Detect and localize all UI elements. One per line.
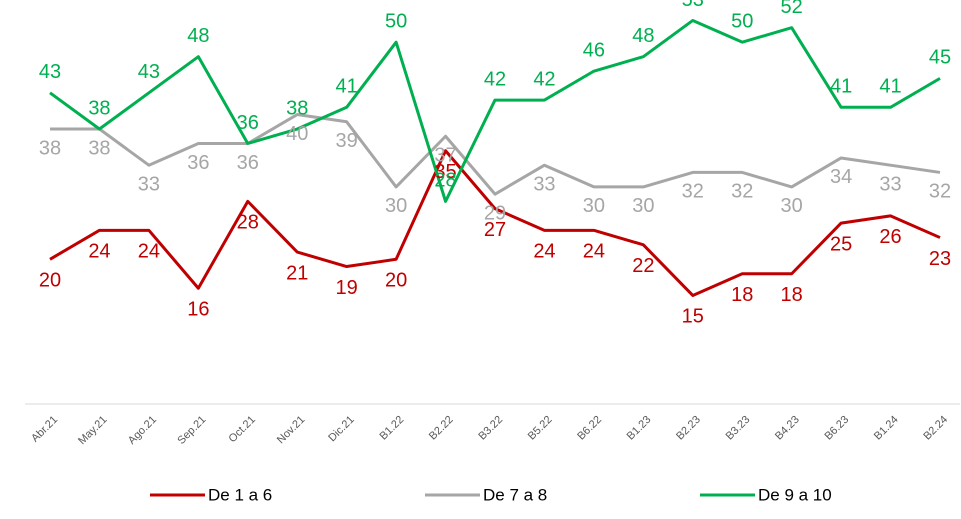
data-label: 35 [434,161,456,183]
data-label: 42 [533,68,555,90]
data-label: 22 [632,255,654,277]
data-label: 26 [879,226,901,248]
series-line [49,149,941,297]
x-tick-label: B2.23 [674,414,703,443]
x-tick-label: B3.23 [724,414,753,443]
data-label: 28 [434,170,456,192]
x-tick-label: Abr.21 [29,414,60,445]
data-label: 21 [286,262,308,284]
data-label: 18 [781,284,803,306]
data-label: 32 [731,181,753,203]
data-label: 36 [237,112,259,134]
data-label: 18 [731,284,753,306]
x-tick-label: B1.22 [377,414,406,443]
data-label: 50 [731,10,753,32]
x-tick-label: B2.24 [921,414,950,443]
x-tick-label: B3.22 [476,414,505,443]
data-label: 20 [39,270,61,292]
data-label: 36 [187,152,209,174]
data-label: 48 [632,25,654,47]
data-label: 43 [138,61,160,83]
data-label: 33 [879,173,901,195]
x-tick-label: B6.23 [822,414,851,443]
data-label: 34 [830,166,852,188]
data-label: 43 [39,61,61,83]
data-label: 28 [237,212,259,234]
data-label: 50 [385,10,407,32]
data-label: 40 [286,123,308,145]
data-label: 16 [187,298,209,320]
legend-label: De 9 a 10 [758,485,832,504]
x-tick-label: B1.23 [625,414,654,443]
data-label: 53 [682,0,704,11]
data-label: 38 [286,97,308,119]
data-label: 27 [484,219,506,241]
data-label: 23 [929,248,951,270]
data-label: 39 [336,130,358,152]
data-label: 46 [583,39,605,61]
series-line [50,113,941,196]
x-tick-label: Dic.21 [326,414,357,445]
legend-label: De 1 a 6 [208,485,272,504]
data-label: 38 [39,137,61,159]
data-label: 29 [484,202,506,224]
data-label: 30 [632,195,654,217]
data-label: 30 [583,195,605,217]
data-label: 42 [484,68,506,90]
x-tick-label: Oct.21 [227,414,258,445]
data-label: 52 [781,0,803,18]
x-tick-label: Ago.21 [126,414,159,447]
data-label: 48 [187,25,209,47]
data-label: 32 [929,181,951,203]
x-tick-label: Nov.21 [275,414,308,447]
x-tick-label: B1.24 [872,414,901,443]
data-label: 24 [88,241,110,263]
data-label: 45 [929,47,951,69]
data-label: 38 [88,97,110,119]
data-label: 33 [533,173,555,195]
data-label: 33 [138,173,160,195]
legend-label: De 7 a 8 [483,485,547,504]
x-tick-label: B5.22 [526,414,555,443]
x-tick-label: Sep.21 [175,414,208,447]
data-label: 38 [88,137,110,159]
data-label: 24 [138,241,160,263]
data-label: 41 [830,76,852,98]
data-label: 24 [583,241,605,263]
x-tick-label: B2.22 [427,414,456,443]
data-label: 36 [237,152,259,174]
data-label: 41 [879,76,901,98]
data-label: 15 [682,306,704,328]
data-label: 37 [434,145,456,167]
data-label: 19 [336,277,358,299]
data-label: 32 [682,181,704,203]
data-label: 24 [533,241,555,263]
x-tick-label: B4.23 [773,414,802,443]
data-label: 30 [781,195,803,217]
data-label: 30 [385,195,407,217]
data-label: 25 [830,233,852,255]
x-tick-label: May.21 [76,414,109,447]
data-label: 41 [336,76,358,98]
x-tick-label: B6.22 [575,414,604,443]
data-label: 20 [385,270,407,292]
series-line [49,18,941,203]
